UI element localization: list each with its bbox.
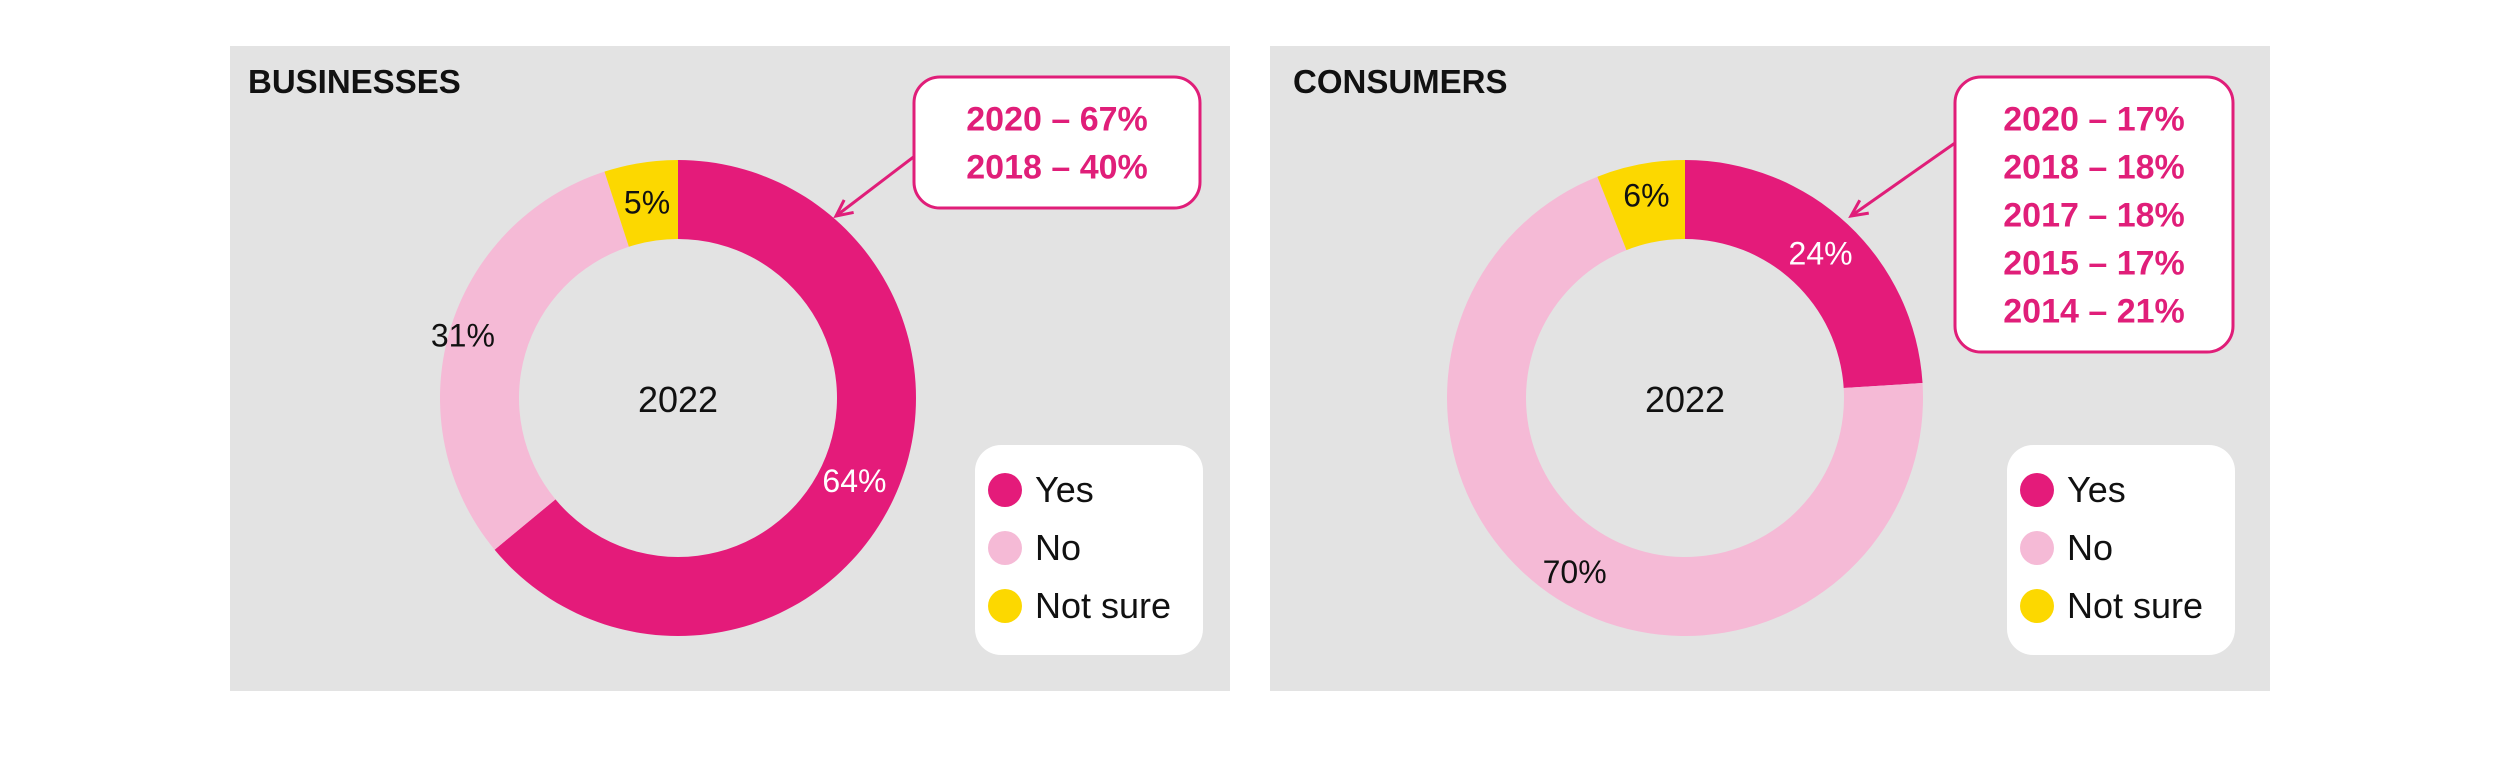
- callout-arrow-businesses: [835, 147, 925, 218]
- callout-line-consumers-0: 2020 – 17%: [2003, 101, 2185, 139]
- panel-consumers-title: CONSUMERS: [1293, 63, 1508, 100]
- slice-consumers-not-sure: [1597, 160, 1685, 251]
- legend-swatch-consumers-no: [2020, 531, 2054, 565]
- slice-label-consumers-yes: 24%: [1789, 236, 1853, 272]
- legend-swatch-businesses-not-sure: [988, 589, 1022, 623]
- callout-line-consumers-3: 2015 – 17%: [2003, 245, 2185, 283]
- slice-businesses-not-sure: [604, 160, 678, 247]
- callout-box-businesses: [912, 75, 1202, 210]
- callout-line-consumers-2: 2017 – 18%: [2003, 197, 2185, 235]
- slice-businesses-yes: [494, 160, 916, 636]
- callout-box-consumers: [1953, 75, 2235, 354]
- donut-businesses: 64% 31% 5%: [431, 160, 916, 636]
- center-label-consumers: 2022: [1645, 379, 1725, 420]
- legend-label-consumers-yes: Yes: [2067, 469, 2126, 510]
- slice-consumers-yes: [1685, 160, 1923, 389]
- callout-line-consumers-4: 2014 – 21%: [2003, 293, 2185, 331]
- slice-consumers-no: [1447, 176, 1923, 636]
- callout-line-businesses-0: 2020 – 67%: [966, 101, 1148, 139]
- legend-swatch-businesses-no: [988, 531, 1022, 565]
- slice-label-consumers-not-sure: 6%: [1623, 178, 1669, 214]
- callout-arrowhead-consumers: [1848, 199, 1870, 218]
- center-label-businesses: 2022: [638, 379, 718, 420]
- legend-swatch-businesses-yes: [988, 473, 1022, 507]
- legend-consumers: Yes No Not sure: [2007, 445, 2235, 655]
- legend-box-consumers: [2007, 445, 2235, 655]
- legend-swatch-consumers-yes: [2020, 473, 2054, 507]
- slice-label-businesses-not-sure: 5%: [624, 184, 670, 220]
- slice-label-consumers-no: 70%: [1543, 554, 1607, 590]
- panel-consumers: CONSUMERS 24% 70% 6% 2022 2020 – 17% 2018 –…: [1270, 46, 2270, 691]
- panel-businesses-title: BUSINESSES: [248, 63, 461, 100]
- slice-label-businesses-yes: 64%: [822, 463, 886, 499]
- callout-line-consumers-1: 2018 – 18%: [2003, 149, 2185, 187]
- legend-businesses: Yes No Not sure: [975, 445, 1203, 655]
- legend-box-businesses: [975, 445, 1203, 655]
- slice-label-businesses-no: 31%: [431, 318, 495, 354]
- callout-consumers: 2020 – 17% 2018 – 18% 2017 – 18% 2015 – 17%…: [1848, 75, 2235, 354]
- legend-label-consumers-no: No: [2067, 527, 2113, 568]
- legend-label-consumers-not-sure: Not sure: [2067, 585, 2203, 626]
- callout-businesses: 2020 – 67% 2018 – 40%: [833, 75, 1202, 219]
- panel-businesses: BUSINESSES 64% 31% 5% 2022 2020 – 67% 2018 …: [230, 46, 1230, 691]
- slice-businesses-no: [439, 171, 629, 550]
- legend-swatch-consumers-not-sure: [2020, 589, 2054, 623]
- callout-line-businesses-1: 2018 – 40%: [966, 149, 1148, 187]
- donut-consumers: 24% 70% 6%: [1447, 160, 1923, 636]
- callout-arrowhead-businesses: [833, 199, 854, 219]
- legend-label-businesses-no: No: [1035, 527, 1081, 568]
- legend-label-businesses-yes: Yes: [1035, 469, 1094, 510]
- callout-arrow-consumers: [1850, 141, 1956, 218]
- legend-label-businesses-not-sure: Not sure: [1035, 585, 1171, 626]
